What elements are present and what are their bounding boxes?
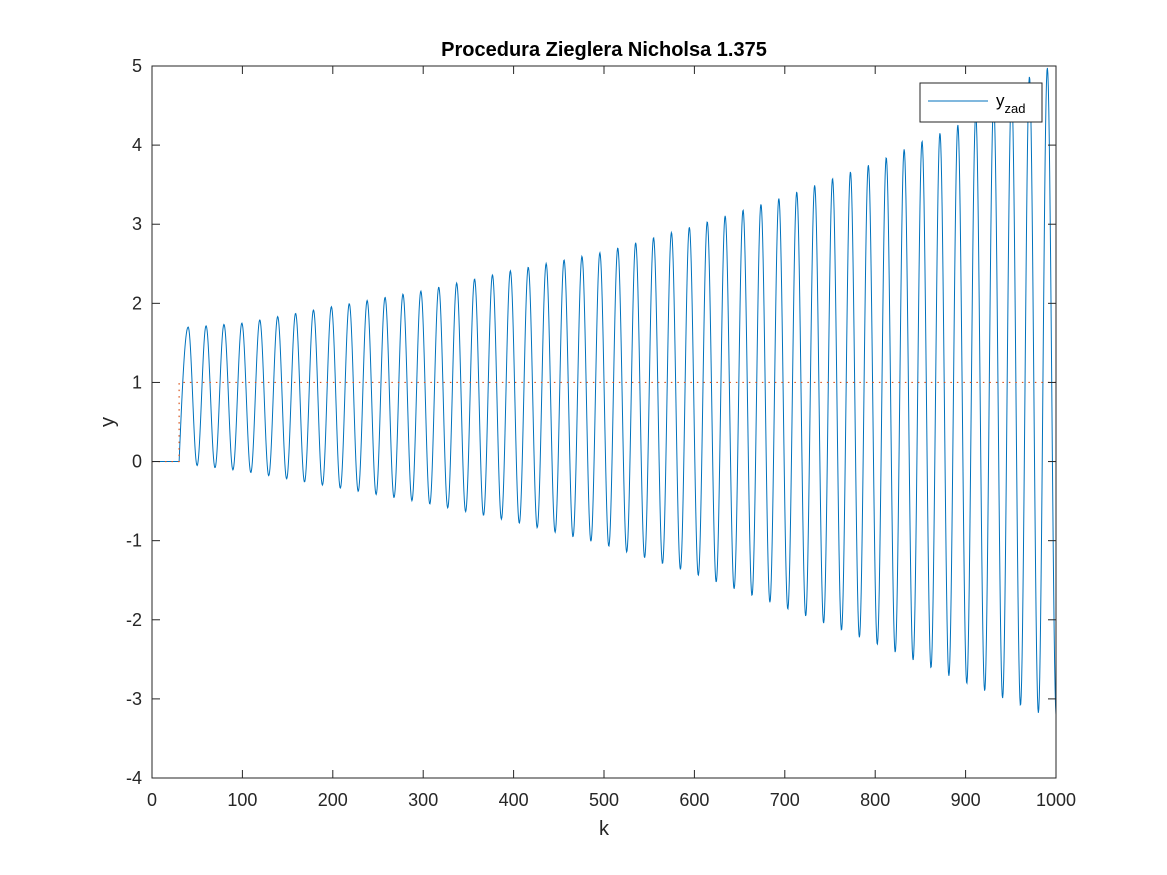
legend: yzad: [919, 82, 1043, 123]
y-tick-label: 2: [132, 293, 142, 313]
x-tick-label: 300: [408, 790, 438, 810]
series-y-line: [152, 67, 1056, 715]
y-tick-label: 3: [132, 214, 142, 234]
legend-label-base: y: [996, 91, 1005, 110]
x-tick-label: 800: [860, 790, 890, 810]
y-tick-label: -1: [126, 531, 142, 551]
x-tick-label: 100: [227, 790, 257, 810]
y-tick-label: 4: [132, 135, 142, 155]
y-tick-label: 5: [132, 56, 142, 76]
y-tick-label: -2: [126, 610, 142, 630]
x-tick-label: 700: [770, 790, 800, 810]
legend-label-subscript: zad: [1005, 101, 1026, 116]
legend-label: yzad: [996, 91, 1025, 116]
y-tick-label: -4: [126, 768, 142, 788]
x-axis-label: k: [599, 818, 610, 840]
series-layer: [152, 67, 1056, 715]
y-tick-label: 1: [132, 372, 142, 392]
x-tick-label: 1000: [1036, 790, 1076, 810]
x-tick-label: 0: [147, 790, 157, 810]
y-tick-label: 0: [132, 452, 142, 472]
x-tick-label: 900: [951, 790, 981, 810]
series-setpoint-line: [152, 381, 1056, 463]
y-tick-label: -3: [126, 689, 142, 709]
x-tick-label: 400: [499, 790, 529, 810]
y-axis-label: y: [97, 417, 119, 427]
x-tick-label: 200: [318, 790, 348, 810]
legend-box: [919, 82, 1043, 123]
chart-title: Procedura Zieglera Nicholsa 1.375: [441, 39, 767, 61]
ticks-layer: 0 100 200 300 400 500 600 700 800 900 1000 -4 -3 -2 -1…: [126, 56, 1076, 810]
x-tick-label: 500: [589, 790, 619, 810]
x-tick-label: 600: [679, 790, 709, 810]
